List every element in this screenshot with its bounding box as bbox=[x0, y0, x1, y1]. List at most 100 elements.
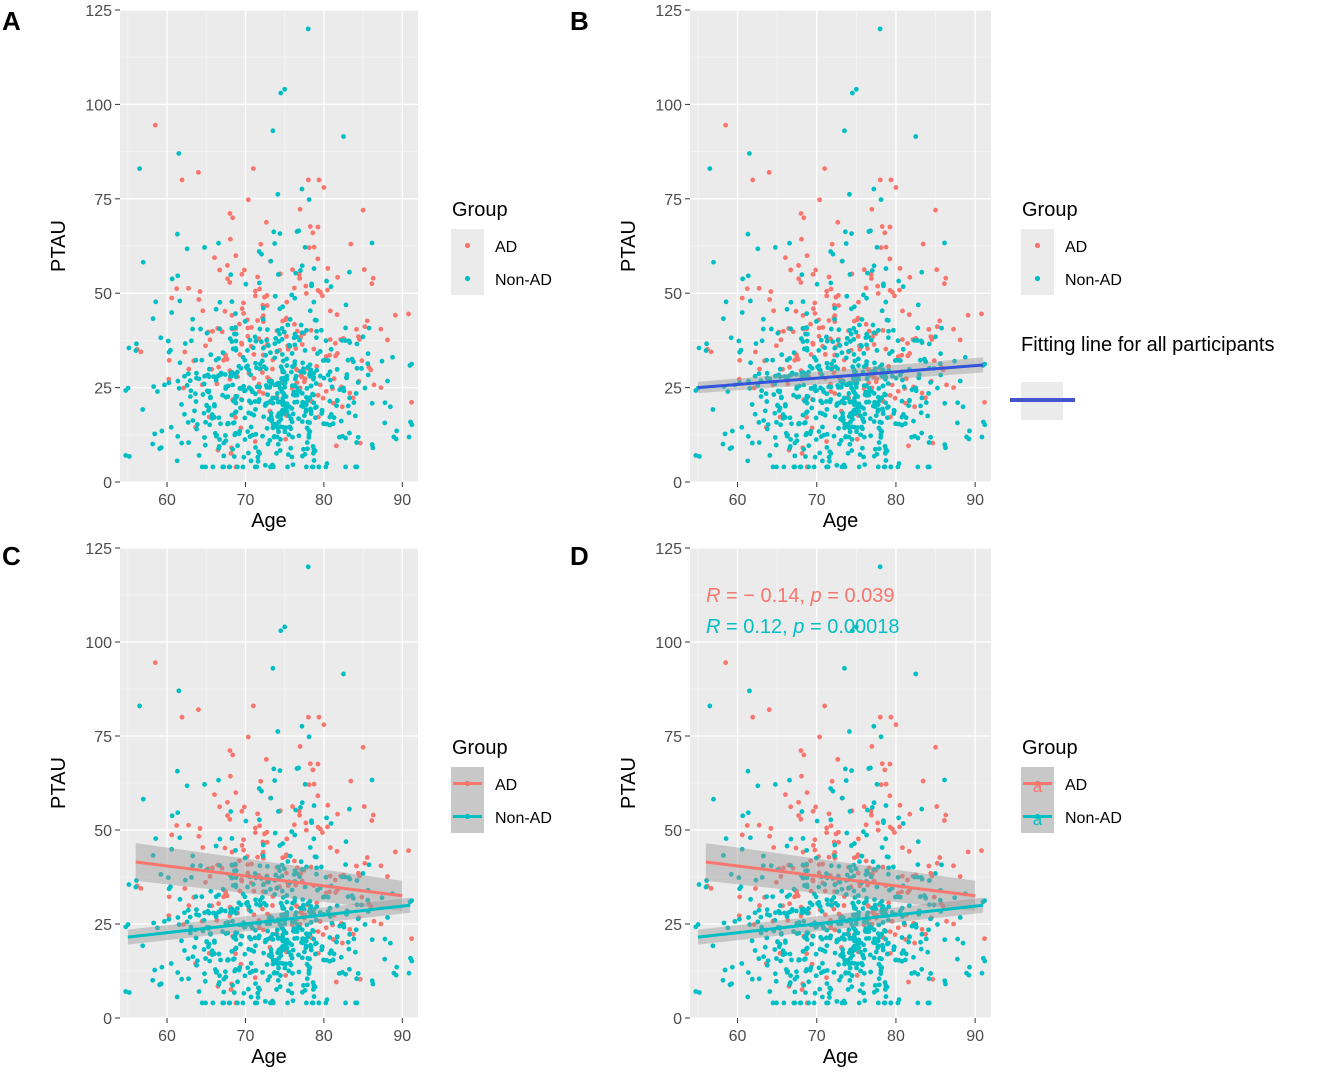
point-non-ad bbox=[837, 441, 842, 447]
point-ad bbox=[767, 297, 773, 302]
point-non-ad bbox=[159, 964, 165, 970]
point-ad bbox=[897, 287, 902, 293]
point-non-ad bbox=[323, 874, 329, 880]
legend-key-point bbox=[1034, 780, 1041, 787]
point-non-ad bbox=[819, 372, 825, 378]
point-non-ad bbox=[300, 330, 305, 336]
point-non-ad bbox=[774, 956, 779, 961]
point-non-ad bbox=[331, 415, 337, 421]
point-ad bbox=[203, 879, 208, 885]
point-non-ad bbox=[824, 406, 830, 412]
point-non-ad bbox=[190, 418, 196, 423]
point-non-ad bbox=[822, 412, 828, 418]
point-non-ad bbox=[875, 943, 881, 949]
point-ad bbox=[327, 337, 333, 342]
point-non-ad bbox=[278, 628, 284, 634]
point-non-ad bbox=[756, 420, 762, 425]
point-non-ad bbox=[844, 872, 850, 878]
point-non-ad bbox=[747, 298, 753, 304]
point-non-ad bbox=[353, 927, 359, 933]
point-non-ad bbox=[877, 419, 883, 425]
point-non-ad bbox=[739, 846, 745, 852]
point-non-ad bbox=[836, 863, 842, 869]
point-ad bbox=[798, 816, 804, 822]
point-non-ad bbox=[784, 914, 790, 920]
point-non-ad bbox=[233, 400, 239, 406]
point-ad bbox=[751, 922, 757, 927]
point-ad bbox=[316, 177, 322, 183]
point-non-ad bbox=[190, 326, 195, 332]
point-non-ad bbox=[928, 971, 934, 976]
point-non-ad bbox=[311, 936, 317, 942]
point-non-ad bbox=[270, 961, 276, 967]
point-non-ad bbox=[194, 426, 199, 432]
panel-C: C60 70 80 900255075100125AgePTAUGroupADNon-… bbox=[2, 541, 552, 1068]
point-ad bbox=[303, 820, 309, 826]
point-ad bbox=[804, 790, 810, 795]
point-non-ad bbox=[272, 341, 278, 347]
point-non-ad bbox=[784, 894, 790, 900]
point-non-ad bbox=[238, 405, 243, 411]
x-axis-title: Age bbox=[823, 510, 859, 532]
point-ad bbox=[906, 979, 911, 985]
point-non-ad bbox=[259, 788, 264, 794]
point-non-ad bbox=[311, 299, 317, 305]
point-non-ad bbox=[804, 946, 809, 952]
point-non-ad bbox=[774, 419, 779, 425]
point-non-ad bbox=[764, 357, 770, 363]
point-non-ad bbox=[123, 989, 129, 994]
point-ad bbox=[200, 845, 206, 850]
point-ad bbox=[217, 804, 223, 810]
point-non-ad bbox=[915, 302, 921, 308]
point-non-ad bbox=[840, 380, 845, 386]
point-non-ad bbox=[287, 317, 293, 322]
point-non-ad bbox=[390, 354, 395, 360]
point-non-ad bbox=[228, 272, 234, 278]
point-non-ad bbox=[804, 875, 810, 881]
point-non-ad bbox=[202, 245, 207, 250]
point-ad bbox=[793, 845, 799, 851]
legend-key-point bbox=[1034, 275, 1041, 282]
point-non-ad bbox=[284, 893, 290, 898]
point-non-ad bbox=[900, 346, 906, 352]
point-ad bbox=[887, 392, 893, 398]
point-ad bbox=[369, 818, 375, 823]
point-non-ad bbox=[740, 813, 746, 819]
point-non-ad bbox=[352, 413, 358, 419]
point-non-ad bbox=[913, 924, 919, 930]
point-non-ad bbox=[919, 966, 925, 972]
point-ad bbox=[744, 286, 750, 292]
point-ad bbox=[354, 863, 359, 869]
point-ad bbox=[311, 781, 317, 787]
point-non-ad bbox=[284, 356, 290, 362]
point-non-ad bbox=[816, 884, 822, 890]
point-non-ad bbox=[201, 947, 207, 952]
point-ad bbox=[227, 211, 233, 216]
point-ad bbox=[179, 714, 185, 720]
point-non-ad bbox=[809, 405, 815, 411]
point-non-ad bbox=[282, 965, 288, 971]
point-non-ad bbox=[857, 859, 862, 864]
point-non-ad bbox=[265, 928, 270, 934]
stat-annotation-non-ad: R = 0.12, p = 0.00018 bbox=[706, 616, 900, 638]
point-ad bbox=[239, 808, 245, 814]
point-ad bbox=[227, 748, 233, 754]
point-non-ad bbox=[825, 365, 831, 371]
point-non-ad bbox=[362, 385, 368, 391]
point-non-ad bbox=[846, 391, 852, 396]
point-non-ad bbox=[925, 949, 931, 955]
point-non-ad bbox=[861, 351, 867, 356]
point-non-ad bbox=[901, 920, 907, 926]
y-tick-label: 125 bbox=[655, 3, 682, 20]
point-non-ad bbox=[322, 894, 328, 900]
point-non-ad bbox=[877, 364, 883, 370]
point-non-ad bbox=[158, 872, 164, 877]
point-non-ad bbox=[235, 464, 240, 470]
point-non-ad bbox=[847, 978, 853, 983]
point-ad bbox=[241, 267, 247, 273]
point-non-ad bbox=[923, 400, 929, 405]
point-non-ad bbox=[233, 347, 239, 353]
point-non-ad bbox=[304, 440, 310, 445]
point-non-ad bbox=[279, 352, 285, 357]
point-ad bbox=[855, 334, 861, 339]
